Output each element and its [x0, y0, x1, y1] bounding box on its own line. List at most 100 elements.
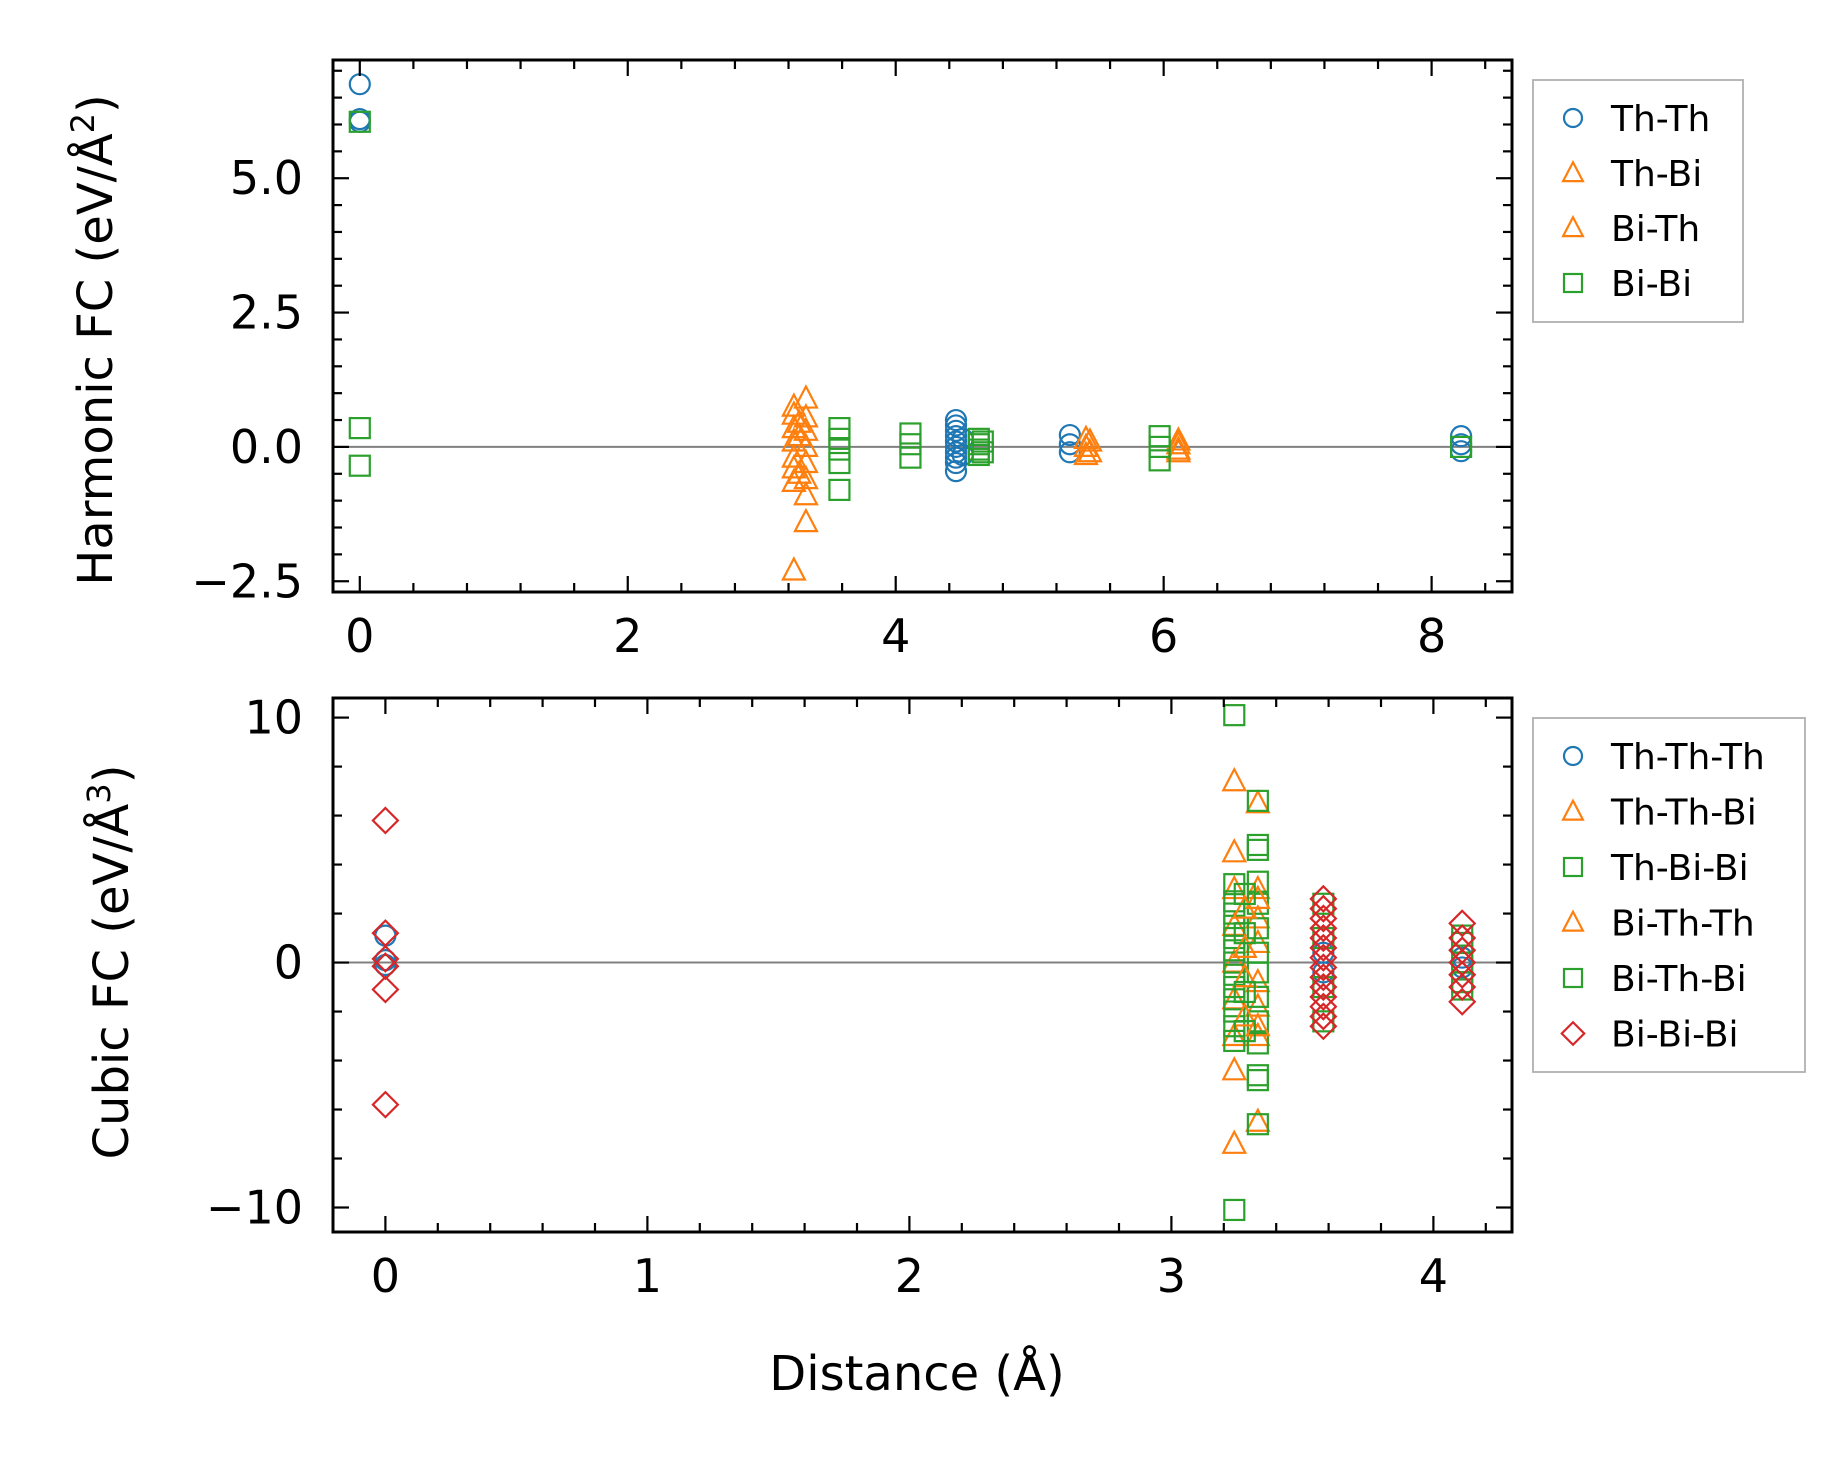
data-point: [1312, 961, 1335, 984]
plot-frame: [331, 58, 1514, 594]
data-point: [899, 446, 922, 469]
data-point: [1231, 962, 1258, 988]
x-tick-label: 2: [895, 1249, 924, 1303]
x-tick-label: 0: [371, 1249, 400, 1303]
data-point: [1246, 1064, 1269, 1087]
legend-label: Th-Bi-Bi: [1610, 848, 1749, 889]
x-tick-label: 2: [613, 609, 642, 663]
data-point: [1309, 904, 1338, 933]
data-point: [1223, 1198, 1246, 1222]
x-tick-label: 4: [881, 609, 910, 663]
data-point: [1165, 437, 1192, 463]
data-point: [944, 435, 968, 459]
data-point: [1309, 1002, 1338, 1031]
data-point: [1309, 894, 1338, 923]
data-point: [1449, 435, 1473, 459]
legend-label: Bi-Bi-Bi: [1611, 1015, 1739, 1056]
data-point: [1233, 922, 1256, 945]
data-point: [1312, 926, 1335, 950]
data-point: [1233, 1020, 1256, 1043]
data-point: [1245, 884, 1271, 909]
data-point: [828, 478, 851, 501]
data-point: [1309, 923, 1338, 953]
legend-marker: [1561, 159, 1585, 183]
data-point: [348, 73, 371, 96]
y-tick-label: 0: [274, 936, 303, 990]
series-th-th: [348, 73, 1473, 483]
data-point: [1312, 1010, 1335, 1033]
x-tick-label: 4: [1419, 1249, 1448, 1303]
data-point: [1309, 1012, 1338, 1041]
series-th-bi: [781, 384, 1192, 581]
data-point: [1246, 789, 1269, 812]
legend-marker: [1562, 107, 1584, 129]
legend-label: Th-Th: [1610, 99, 1710, 140]
data-point: [348, 417, 371, 440]
data-point: [1245, 928, 1271, 954]
data-point: [786, 408, 813, 433]
data-point: [371, 944, 400, 973]
y-tick-label: 0.0: [230, 420, 303, 474]
data-point: [1246, 870, 1269, 893]
data-point: [371, 952, 400, 981]
data-point: [1309, 992, 1338, 1021]
data-point: [1221, 1021, 1248, 1047]
legend-box: [1532, 717, 1806, 1073]
series-th-bi-bi: [1223, 704, 1474, 1222]
data-point: [1448, 972, 1477, 1002]
data-point: [781, 392, 807, 417]
data-point: [1165, 426, 1192, 451]
data-point: [1223, 951, 1246, 974]
data-point: [828, 451, 851, 475]
data-point: [1448, 960, 1477, 989]
legend-marker: [1562, 967, 1584, 989]
legend-marker: [1562, 856, 1584, 878]
data-point: [1231, 933, 1258, 958]
data-point: [1245, 788, 1271, 814]
data-point: [1309, 933, 1338, 962]
data-point: [1233, 882, 1256, 906]
data-point: [1221, 1129, 1248, 1154]
data-point: [786, 459, 813, 484]
legend-marker: [1561, 909, 1585, 932]
data-point: [1165, 429, 1192, 455]
data-point: [1448, 909, 1477, 938]
data-point: [971, 441, 994, 464]
svg-text:Cubic FC (eV/Å3): Cubic FC (eV/Å3): [80, 765, 140, 1160]
legend-label: Bi-Th-Th: [1611, 904, 1755, 945]
data-point: [944, 451, 968, 475]
data-point: [371, 806, 400, 835]
cubic-fc-panel: Cubic FC (eV/Å3) Distance (Å) 0 1 2 3 4 −10 0 1…: [80, 691, 1806, 1402]
y-tick-label: 2.5: [230, 286, 303, 340]
legend-marker: [1562, 745, 1584, 767]
data-point: [1233, 980, 1256, 1004]
data-point: [793, 384, 819, 409]
legend-label: Bi-Bi: [1611, 264, 1692, 305]
legend-label: Th-Bi: [1610, 154, 1702, 195]
legend-marker: [1562, 272, 1584, 294]
data-point: [1246, 1113, 1269, 1136]
series-bi-th-th: [1231, 884, 1271, 1037]
legend-marker: [1561, 214, 1585, 238]
cubic-fc-ylabel: Cubic FC (eV/Å3): [80, 765, 140, 1160]
data-point: [1073, 440, 1099, 466]
series-bi-bi-bi: [371, 806, 1477, 1119]
y-tick-label: −10: [206, 1181, 303, 1235]
harmonic-fc-panel: Harmonic FC (eV/Å2) 0 2 4 6 8 −2.5 0.0 2.5 5.0 Th…: [64, 58, 1744, 663]
data-point: [371, 975, 400, 1004]
legend: Th-Th-Th Th-Th-Bi Th-Bi-Bi Bi-Th-Th Bi-Th-Bi…: [1532, 717, 1806, 1073]
data-point: [1246, 1069, 1269, 1092]
data-point: [1246, 1032, 1269, 1055]
data-point: [1058, 423, 1081, 447]
legend-box: [1532, 79, 1744, 323]
legend-marker: [1560, 1020, 1586, 1047]
legend-label: Bi-Th-Bi: [1611, 959, 1747, 1000]
data-point: [1077, 427, 1103, 452]
data-point: [1231, 1002, 1258, 1027]
data-point: [1312, 892, 1335, 915]
data-point: [1309, 953, 1338, 982]
data-point: [793, 448, 819, 474]
y-tick-label: −2.5: [191, 554, 303, 608]
data-point: [1246, 838, 1269, 861]
